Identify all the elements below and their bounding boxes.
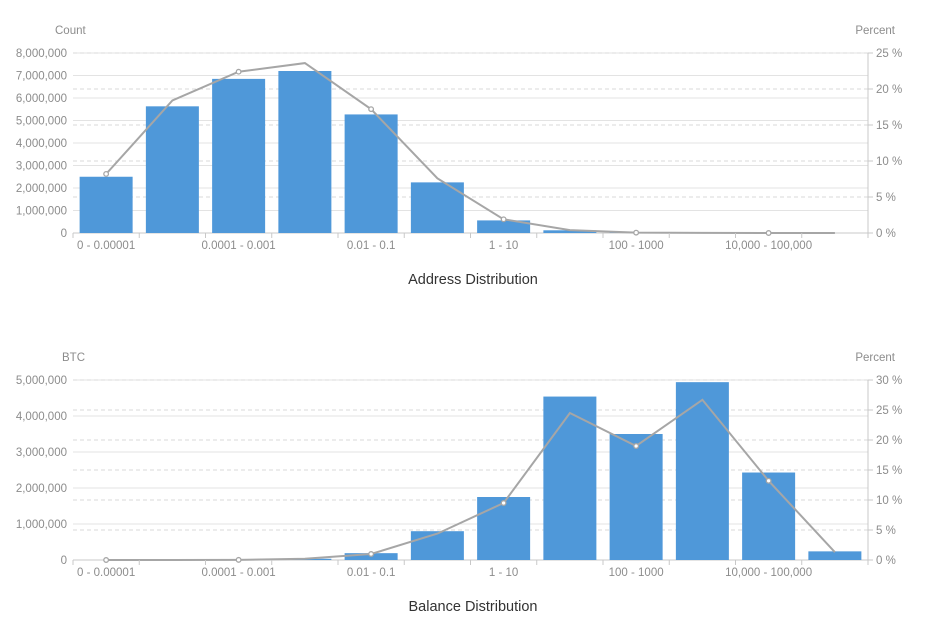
balance-bar[interactable] xyxy=(609,434,663,560)
address-left-tick-label: 5,000,000 xyxy=(16,116,67,128)
balance-gridlines xyxy=(73,379,869,561)
balance-chart-title: Balance Distribution xyxy=(409,599,538,615)
balance-left-unit-label: BTC xyxy=(62,352,85,364)
address-right-unit-label: Percent xyxy=(855,25,895,37)
balance-left-tick-label: 4,000,000 xyxy=(16,411,67,423)
balance-right-tick-label: 25 % xyxy=(876,405,902,417)
address-left-tick-label: 3,000,000 xyxy=(16,161,67,173)
address-right-axis: 0 % 5 % 10 % 15 % 20 % 25 % xyxy=(868,48,902,240)
address-percent-polyline xyxy=(105,62,835,234)
balance-left-tick-label: 1,000,000 xyxy=(16,519,67,531)
address-x-tick-label: 10,000 - 100,000 xyxy=(725,240,812,252)
address-x-tick-label: 1 - 10 xyxy=(489,240,518,252)
balance-percent-polyline xyxy=(106,398,836,561)
balance-percent-point[interactable] xyxy=(500,500,507,506)
address-left-tick-label: 6,000,000 xyxy=(16,93,67,105)
balance-left-tick-label: 2,000,000 xyxy=(16,483,67,495)
address-bar[interactable] xyxy=(212,78,266,233)
balance-x-tick-label: 1 - 10 xyxy=(489,567,518,579)
address-percent-point[interactable] xyxy=(103,171,110,177)
balance-x-tick-label: 0.0001 - 0.001 xyxy=(202,567,276,579)
balance-bar[interactable] xyxy=(543,396,597,560)
balance-left-tick-label: 3,000,000 xyxy=(16,447,67,459)
balance-percent-point[interactable] xyxy=(633,443,640,449)
address-x-tick-label: 0.0001 - 0.001 xyxy=(202,240,276,252)
address-right-tick-label: 5 % xyxy=(876,192,896,204)
balance-right-tick-label: 20 % xyxy=(876,435,902,447)
balance-percent-point[interactable] xyxy=(765,477,772,484)
address-percent-line xyxy=(103,62,835,236)
address-percent-point[interactable] xyxy=(633,229,640,236)
balance-left-tick-label: 0 xyxy=(61,555,67,567)
address-right-tick-label: 20 % xyxy=(876,84,902,96)
address-percent-point[interactable] xyxy=(368,106,375,113)
balance-x-tick-label: 0 - 0.00001 xyxy=(77,567,135,579)
balance-right-tick-label: 10 % xyxy=(876,495,902,507)
address-left-tick-label: 4,000,000 xyxy=(16,138,67,150)
balance-x-tick-label: 100 - 1000 xyxy=(609,567,664,579)
address-bar[interactable] xyxy=(543,230,597,233)
balance-x-tick-label: 10,000 - 100,000 xyxy=(725,567,812,579)
address-percent-point[interactable] xyxy=(500,216,507,223)
balance-x-axis: 0 - 0.00001 0.0001 - 0.001 0.01 - 0.1 1 - 1… xyxy=(72,560,869,579)
address-right-tick-label: 10 % xyxy=(876,156,902,168)
address-right-tick-label: 15 % xyxy=(876,120,902,132)
address-left-tick-label: 8,000,000 xyxy=(16,48,67,60)
address-bar[interactable] xyxy=(145,106,199,233)
balance-bars xyxy=(79,382,862,560)
balance-right-unit-label: Percent xyxy=(855,352,895,364)
address-x-tick-label: 0.01 - 0.1 xyxy=(347,240,396,252)
address-bar[interactable] xyxy=(278,71,332,233)
address-bar[interactable] xyxy=(477,220,531,233)
address-x-axis: 0 - 0.00001 0.0001 - 0.001 0.01 - 0.1 1 - 1… xyxy=(72,233,869,252)
balance-percent-point[interactable] xyxy=(103,557,110,563)
balance-x-tick-label: 0.01 - 0.1 xyxy=(347,567,396,579)
balance-percent-point[interactable] xyxy=(368,551,375,557)
balance-right-axis: 0 % 5 % 10 % 15 % 20 % 25 % 30 % xyxy=(868,375,902,567)
address-chart-title: Address Distribution xyxy=(408,272,538,288)
address-left-tick-label: 2,000,000 xyxy=(16,183,67,195)
address-left-tick-label: 1,000,000 xyxy=(16,206,67,218)
balance-percent-line xyxy=(103,398,836,563)
address-bar[interactable] xyxy=(79,176,133,233)
address-distribution-chart: Count Percent 0 1,000,000 2,000,000 3,000,0… xyxy=(16,25,902,288)
balance-right-tick-label: 5 % xyxy=(876,525,896,537)
address-gridlines xyxy=(73,52,869,234)
balance-bar[interactable] xyxy=(675,382,729,560)
address-left-axis: 0 1,000,000 2,000,000 3,000,000 4,000,000 5,0… xyxy=(16,48,67,240)
address-right-tick-label: 0 % xyxy=(876,228,896,240)
address-bars xyxy=(79,71,862,233)
balance-bar[interactable] xyxy=(477,497,531,560)
address-left-unit-label: Count xyxy=(55,25,86,37)
balance-bar[interactable] xyxy=(410,531,464,560)
balance-bar[interactable] xyxy=(742,472,796,560)
balance-right-tick-label: 0 % xyxy=(876,555,896,567)
address-right-tick-label: 25 % xyxy=(876,48,902,60)
balance-left-axis: 0 1,000,000 2,000,000 3,000,000 4,000,000 5,0… xyxy=(16,375,67,567)
address-bar[interactable] xyxy=(344,114,398,233)
balance-right-tick-label: 30 % xyxy=(876,375,902,387)
address-left-tick-label: 7,000,000 xyxy=(16,71,67,83)
address-x-tick-label: 0 - 0.00001 xyxy=(77,240,135,252)
balance-left-tick-label: 5,000,000 xyxy=(16,375,67,387)
address-percent-point[interactable] xyxy=(235,68,242,75)
address-left-tick-label: 0 xyxy=(61,228,67,240)
address-bar[interactable] xyxy=(410,182,464,233)
balance-percent-point[interactable] xyxy=(235,556,242,563)
balance-right-tick-label: 15 % xyxy=(876,465,902,477)
balance-distribution-chart: BTC Percent 0 1,000,000 2,000,000 3,000,000… xyxy=(16,352,902,615)
address-x-tick-label: 100 - 1000 xyxy=(609,240,664,252)
balance-bar[interactable] xyxy=(808,551,862,560)
address-percent-point[interactable] xyxy=(765,230,772,236)
